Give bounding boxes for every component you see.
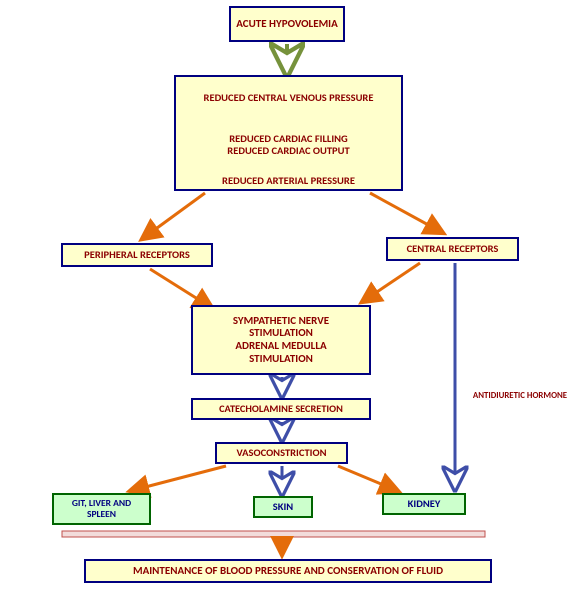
arrow-big-to-central <box>370 193 443 233</box>
node-conclusion: MAINTENANCE OF BLOOD PRESSURE AND CONSER… <box>84 559 492 583</box>
node-vasoconstriction: VASOCONSTRICTION <box>215 442 348 464</box>
node-sympathetic-stimulation: SYMPATHETIC NERVE STIMULATION ADRENAL ME… <box>191 305 371 375</box>
node-text: KIDNEY <box>408 498 441 510</box>
big-line-cvp: REDUCED CENTRAL VENOUS PRESSURE <box>180 83 397 113</box>
node-central-cascade: REDUCED CENTRAL VENOUS PRESSURE REDUCED … <box>174 75 403 191</box>
big-line-output: REDUCED CARDIAC OUTPUT <box>227 145 349 157</box>
node-text: VASOCONSTRICTION <box>237 447 327 459</box>
node-peripheral-receptors: PERIPHERAL RECEPTORS <box>61 243 213 267</box>
node-kidney: KIDNEY <box>382 493 466 515</box>
node-skin: SKIN <box>253 496 313 518</box>
arrow-central-to-sympathetic <box>362 263 420 302</box>
node-text: SKIN <box>273 501 293 513</box>
node-text: PERIPHERAL RECEPTORS <box>84 249 190 261</box>
node-text: ACUTE HYPOVOLEMIA <box>236 18 338 31</box>
node-text: GIT, LIVER AND SPLEEN <box>58 498 145 520</box>
node-text: CENTRAL RECEPTORS <box>407 243 499 255</box>
symp-line-3: ADRENAL MEDULLA <box>235 340 326 353</box>
bottom-collector-bar <box>62 531 485 537</box>
arrow-vaso-to-kidney <box>338 466 398 491</box>
flowchart-stage: ACUTE HYPOVOLEMIA REDUCED CENTRAL VENOUS… <box>0 0 577 599</box>
node-acute-hypovolemia: ACUTE HYPOVOLEMIA <box>229 6 345 42</box>
label-text: ANTIDIURETIC HORMONE <box>473 391 567 401</box>
arrow-vaso-to-git <box>130 466 226 491</box>
symp-line-4: STIMULATION <box>249 353 313 366</box>
node-central-receptors: CENTRAL RECEPTORS <box>386 237 519 261</box>
node-git-liver-spleen: GIT, LIVER AND SPLEEN <box>52 493 151 525</box>
label-antidiuretic-hormone: ANTIDIURETIC HORMONE <box>471 392 569 402</box>
big-line-arterial: REDUCED ARTERIAL PRESSURE <box>222 175 355 187</box>
node-text: CATECHOLAMINE SECRETION <box>219 403 343 415</box>
node-text: MAINTENANCE OF BLOOD PRESSURE AND CONSER… <box>133 565 443 578</box>
arrow-big-to-peripheral <box>142 193 205 239</box>
arrow-peripheral-to-sympathetic <box>150 269 212 308</box>
node-catecholamine-secretion: CATECHOLAMINE SECRETION <box>191 398 371 420</box>
